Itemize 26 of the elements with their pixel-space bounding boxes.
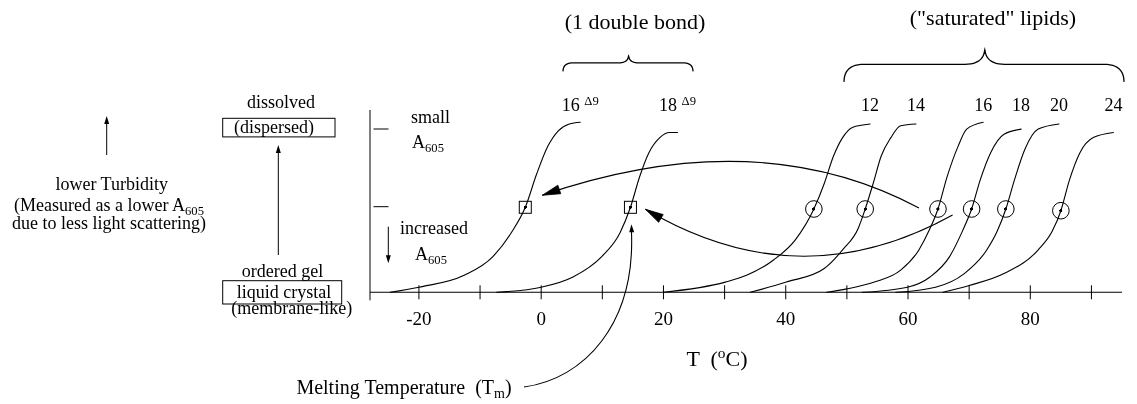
- x-axis-title: T ($^{o}$C): [686, 344, 748, 371]
- text: (1 double bond): [564, 8, 706, 34]
- series-label: 16 $^{Δ9}$: [561, 93, 599, 116]
- x-tick-label: 20: [653, 307, 673, 329]
- text: Melting Temperature (T$_{m}$): [296, 376, 512, 401]
- series-label: 14: [906, 95, 925, 116]
- x-tick-label: -20: [406, 307, 432, 329]
- annotation: increased: [400, 218, 468, 238]
- text: (dispersed): [234, 117, 314, 138]
- annotation: A$_{605}$: [415, 244, 447, 267]
- series-label: 18: [1012, 95, 1031, 116]
- x-tick-label: 40: [776, 307, 796, 329]
- series-label: 24: [1104, 95, 1123, 116]
- text: dissolved: [246, 92, 316, 112]
- series-label: 12: [861, 95, 880, 116]
- text: ("saturated" lipids): [909, 4, 1077, 30]
- text: lower Turbidity: [55, 174, 168, 194]
- x-tick-label: 0: [536, 307, 546, 329]
- x-tick-label: 80: [1020, 307, 1040, 329]
- series-label: 20: [1050, 95, 1069, 116]
- x-tick-label: 60: [898, 307, 918, 329]
- annotation: small: [411, 107, 450, 128]
- series-label: 16: [974, 95, 993, 116]
- annotation: A$_{605}$: [412, 132, 444, 155]
- text: ordered gel: [241, 261, 324, 281]
- series-label: 18 $^{Δ9}$: [659, 93, 696, 116]
